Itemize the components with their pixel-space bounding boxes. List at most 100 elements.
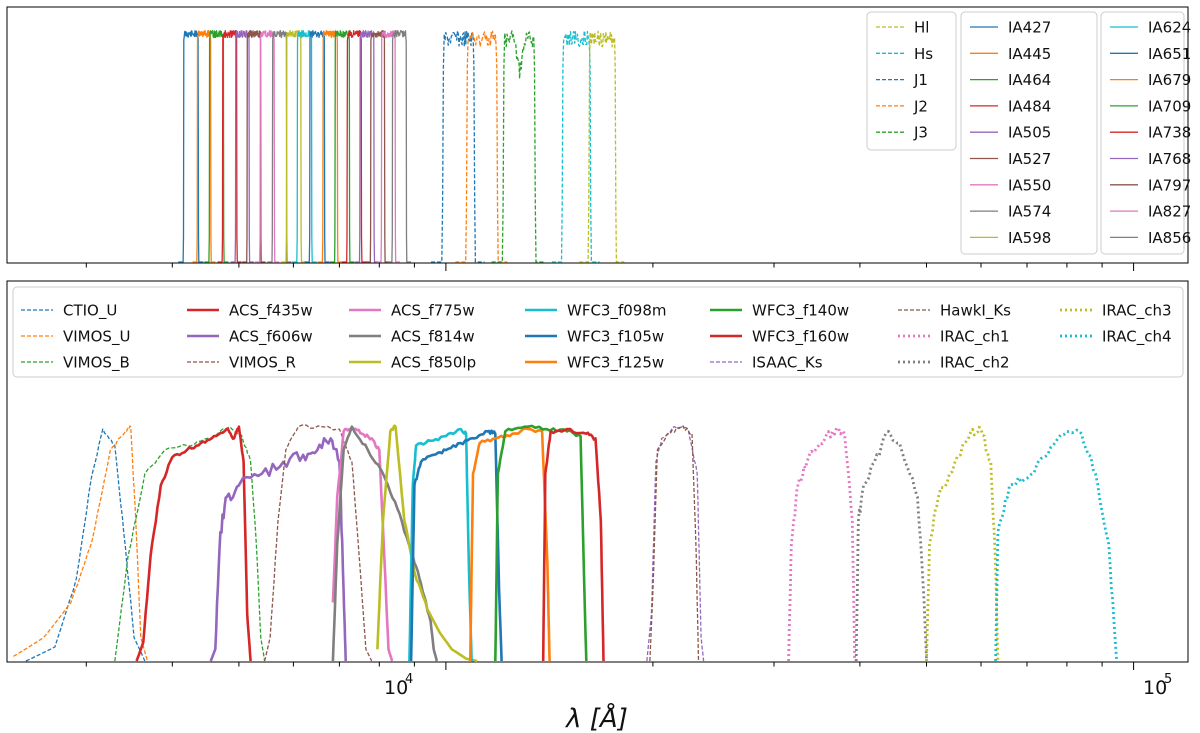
legend-label: IA738 xyxy=(1148,124,1191,142)
legend-entry-j3: J3 xyxy=(876,124,928,142)
legend-label: ACS_f435w xyxy=(229,302,313,321)
legend-entry-ia768: IA768 xyxy=(1110,150,1191,168)
legend-entry-irac-ch1: IRAC_ch1 xyxy=(898,328,1010,347)
curve-ia797 xyxy=(365,29,390,263)
curve-hs xyxy=(552,30,600,263)
curve-wfc3-f125w xyxy=(469,427,551,662)
legend-label: VIMOS_R xyxy=(229,354,296,373)
legend-entry-vimos-r: VIMOS_R xyxy=(187,354,296,373)
legend-entry-j1: J1 xyxy=(876,71,928,89)
curve-vimos-r xyxy=(263,424,373,662)
top-panel-curves xyxy=(178,29,625,263)
legend-entry-irac-ch2: IRAC_ch2 xyxy=(898,354,1010,373)
legend-label: WFC3_f098m xyxy=(567,302,667,321)
legend-entry-acs-f814w: ACS_f814w xyxy=(349,328,475,347)
x-tick-exponent: 5 xyxy=(1164,672,1172,687)
legend-label: VIMOS_B xyxy=(63,354,130,373)
bottom-legend-frame xyxy=(12,286,1184,378)
curve-ia484 xyxy=(217,30,242,263)
legend-entry-ctio-u: CTIO_U xyxy=(21,302,117,321)
curve-ia679 xyxy=(317,30,343,263)
legend-entry-ia679: IA679 xyxy=(1110,71,1191,89)
curve-ia856 xyxy=(387,29,412,263)
curve-ia505 xyxy=(230,30,255,263)
legend-entry-wfc3-f140w: WFC3_f140w xyxy=(710,302,849,321)
top-panel: Hl Hs J1 J2 J3 IA427 IA445 IA464 IA484 IA505 IA52… xyxy=(6,6,1191,271)
legend-entry-vimos-u: VIMOS_U xyxy=(21,328,130,347)
legend-label: IA856 xyxy=(1148,229,1191,247)
legend-box-2: IA427 IA445 IA464 IA484 IA505 IA527 IA550 IA574… xyxy=(960,11,1098,255)
curve-j2 xyxy=(455,30,508,263)
curve-ctio-u xyxy=(25,428,146,662)
legend-label: IA527 xyxy=(1008,150,1051,168)
top-panel-frame xyxy=(6,6,1189,264)
legend-label: IRAC_ch2 xyxy=(940,354,1010,373)
curve-ia574 xyxy=(267,29,292,263)
x-tick-label-1e4: 10 4 xyxy=(384,672,413,699)
curve-j1 xyxy=(431,29,485,263)
legend-entry-hs: Hs xyxy=(876,45,933,63)
legend-label: IA709 xyxy=(1148,97,1191,115)
legend-entry-ia464: IA464 xyxy=(970,71,1051,89)
legend-entry-irac-ch4: IRAC_ch4 xyxy=(1060,328,1172,347)
legend-entry-ia624: IA624 xyxy=(1110,19,1191,37)
legend-entry-acs-f435w: ACS_f435w xyxy=(187,302,313,321)
bottom-panel: CTIO_U VIMOS_U VIMOS_B ACS_f435w ACS_f606w VI… xyxy=(6,280,1189,733)
legend-label: HawkI_Ks xyxy=(940,302,1011,321)
legend-entry-irac-ch3: IRAC_ch3 xyxy=(1060,302,1172,321)
legend-label: WFC3_f105w xyxy=(567,328,664,347)
legend-entry-ia505: IA505 xyxy=(970,124,1051,142)
legend-label: IA679 xyxy=(1148,71,1191,89)
legend-label: ACS_f606w xyxy=(229,328,313,347)
legend-entry-ia651: IA651 xyxy=(1110,45,1191,63)
bottom-legend: CTIO_U VIMOS_U VIMOS_B ACS_f435w ACS_f606w VI… xyxy=(12,286,1184,378)
curve-irac-ch2 xyxy=(854,429,928,662)
curve-hawki-ks xyxy=(649,425,700,662)
curve-acs-f606w xyxy=(209,436,347,662)
legend-label: J1 xyxy=(913,71,928,89)
legend-entry-acs-f775w: ACS_f775w xyxy=(349,302,475,321)
legend-label: ACS_f850lp xyxy=(391,354,476,373)
legend-label: IA574 xyxy=(1008,203,1051,221)
legend-box-1: Hl Hs J1 J2 J3 xyxy=(866,11,957,151)
legend-label: J3 xyxy=(913,124,928,142)
legend-label: IA651 xyxy=(1148,45,1191,63)
legend-entry-ia484: IA484 xyxy=(970,97,1051,115)
legend-entry-ia527: IA527 xyxy=(970,150,1051,168)
legend-entry-hawki-ks: HawkI_Ks xyxy=(898,302,1011,321)
x-tick-exponent: 4 xyxy=(405,672,413,687)
curve-ia464 xyxy=(204,29,229,263)
curve-j3 xyxy=(491,30,546,263)
legend-entry-ia427: IA427 xyxy=(970,19,1051,37)
curve-wfc3-f160w xyxy=(541,427,605,662)
legend-entry-acs-f606w: ACS_f606w xyxy=(187,328,313,347)
curve-vimos-b xyxy=(114,426,266,662)
curve-ia427 xyxy=(178,30,204,263)
curve-wfc3-f105w xyxy=(409,429,503,662)
curve-ia527 xyxy=(241,29,266,263)
legend-entry-wfc3-f105w: WFC3_f105w xyxy=(525,328,664,347)
legend-label: J2 xyxy=(913,97,928,115)
bottom-panel-frame xyxy=(6,280,1189,663)
legend-entry-vimos-b: VIMOS_B xyxy=(21,354,130,373)
legend-entry-acs-f850lp: ACS_f850lp xyxy=(349,354,476,373)
legend-entry-ia856: IA856 xyxy=(1110,229,1191,247)
legend-label: IA464 xyxy=(1008,71,1051,89)
top-panel-ticks xyxy=(85,263,1135,271)
legend-entry-ia738: IA738 xyxy=(1110,124,1191,142)
legend-label: IA484 xyxy=(1008,97,1051,115)
bottom-panel-curves xyxy=(13,424,1119,663)
legend-label: IA797 xyxy=(1148,176,1191,194)
legend-entry-ia827: IA827 xyxy=(1110,203,1191,221)
legend-entry-ia574: IA574 xyxy=(970,203,1051,221)
curve-irac-ch4 xyxy=(994,428,1119,662)
curve-ia598 xyxy=(281,29,307,263)
legend-entry-j2: J2 xyxy=(876,97,928,115)
legend-label: ACS_f814w xyxy=(391,328,475,347)
legend-label: IA550 xyxy=(1008,176,1051,194)
legend-entry-isaac-ks: ISAAC_Ks xyxy=(710,354,823,373)
top-legend: Hl Hs J1 J2 J3 IA427 IA445 IA464 IA484 IA505 IA52… xyxy=(866,11,1191,255)
curve-ia709 xyxy=(329,30,355,263)
legend-label: Hs xyxy=(914,45,933,63)
